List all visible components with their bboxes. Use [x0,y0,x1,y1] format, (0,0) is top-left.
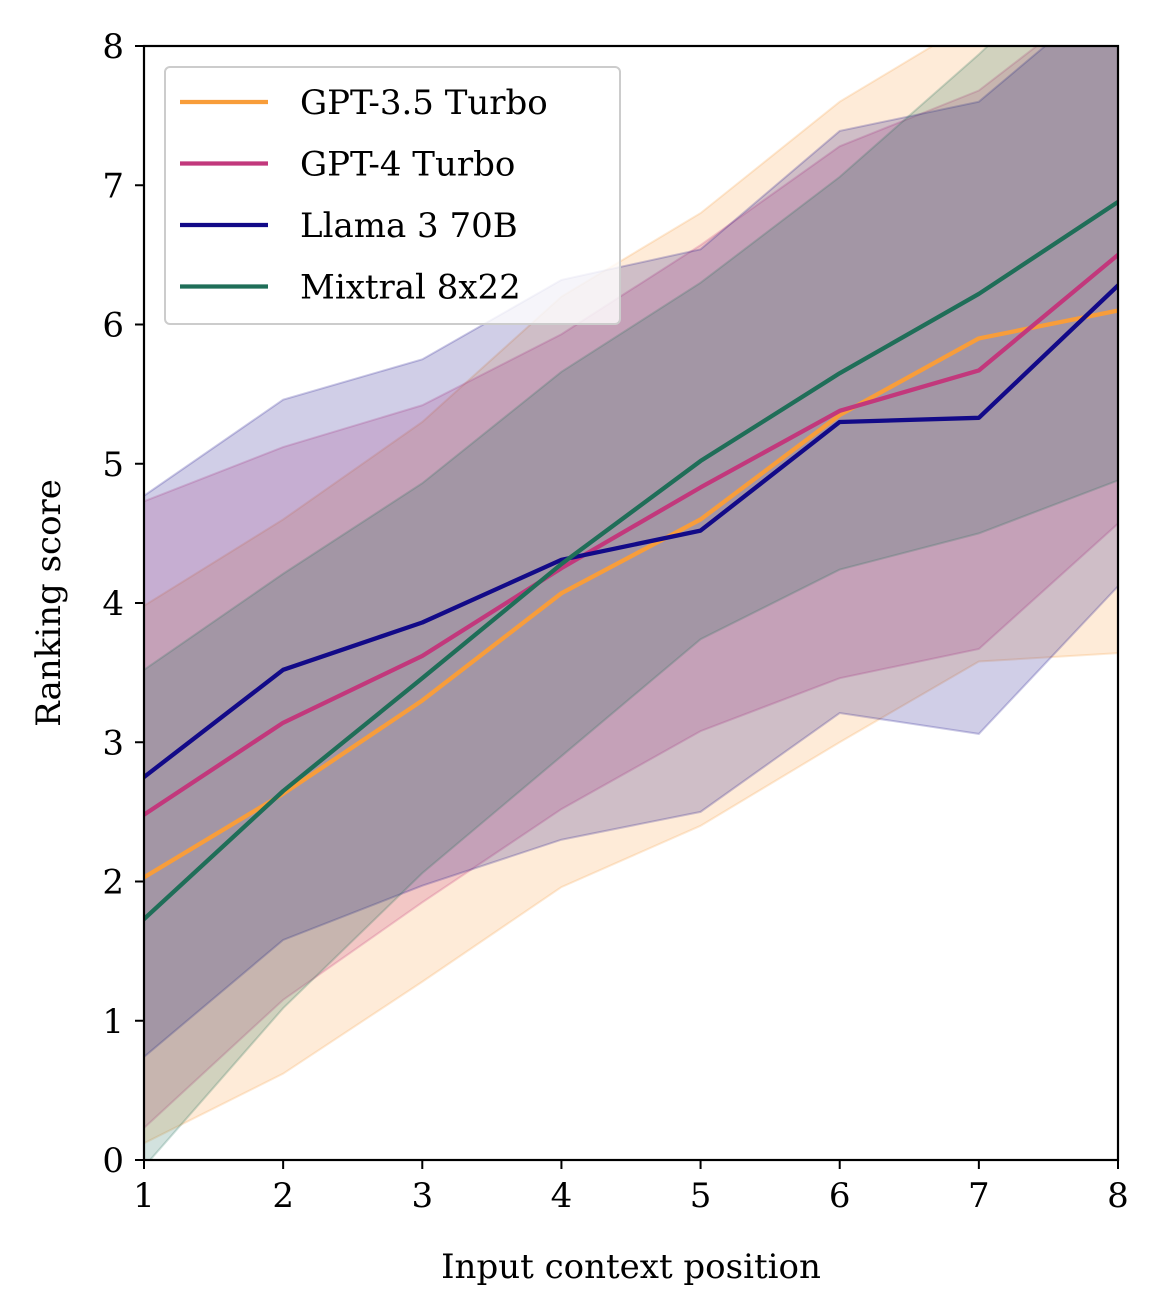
y-axis-ticks: 0 1 2 3 4 5 6 7 8 [102,27,144,1181]
band-gpt-4-turbo [144,46,1118,1130]
y-tick-label: 4 [102,584,124,624]
confidence-bands [144,46,1118,1160]
x-tick-label: 3 [411,1176,433,1216]
line-mixtral-8x22 [144,199,1118,923]
legend-label-llama-3-70b: Llama 3 70B [300,206,518,246]
legend-frame [164,66,621,325]
y-tick-label: 1 [102,1002,124,1042]
x-tick-label: 1 [133,1176,155,1216]
y-tick-label: 8 [102,27,124,67]
y-tick-label: 2 [102,863,124,903]
x-axis-label: Input context position [441,1247,821,1287]
y-axis-label: Ranking score [29,479,69,727]
band-gpt-3-5-turbo [144,46,1118,1145]
x-tick-label: 7 [968,1176,990,1216]
y-tick-label: 0 [102,1141,124,1181]
x-tick-label: 6 [829,1176,851,1216]
y-tick-label: 3 [102,723,124,763]
line-llama-3-70b [144,282,1118,780]
x-tick-label: 8 [1107,1176,1129,1216]
legend-label-mixtral-8x22: Mixtral 8x22 [300,268,521,308]
x-tick-label: 5 [690,1176,712,1216]
series-lines [144,199,1118,923]
y-tick-label: 7 [102,166,124,206]
band-mixtral-8x22 [144,46,1118,1160]
legend: GPT-3.5 Turbo GPT-4 Turbo Llama 3 70B Mixtr… [164,66,621,325]
legend-label-gpt-4-turbo: GPT-4 Turbo [300,145,515,185]
y-tick-label: 5 [102,445,124,485]
line-gpt-3-5-turbo [144,308,1118,880]
x-tick-label: 2 [272,1176,294,1216]
legend-label-gpt-3-5-turbo: GPT-3.5 Turbo [300,83,548,123]
line-gpt-4-turbo [144,252,1118,818]
x-tick-label: 4 [551,1176,573,1216]
y-tick-label: 6 [102,306,124,346]
x-axis-ticks: 1 2 3 4 5 6 7 8 [133,1160,1129,1216]
